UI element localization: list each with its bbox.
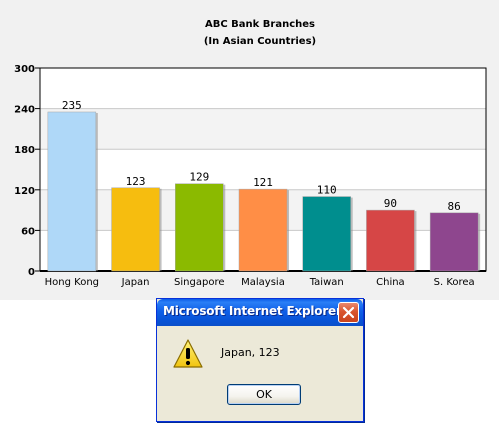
bar-value-label: 110 xyxy=(317,184,337,197)
chart-title: ABC Bank Branches xyxy=(205,19,315,30)
bar-value-label: 129 xyxy=(189,171,209,184)
chart-area: ABC Bank Branches (In Asian Countries) 0… xyxy=(0,0,499,300)
bar-japan[interactable] xyxy=(111,187,160,272)
bar-value-label: 235 xyxy=(62,99,82,112)
bar-value-label: 86 xyxy=(448,200,461,213)
bar-hong-kong[interactable] xyxy=(47,111,97,272)
ok-button[interactable]: OK xyxy=(227,384,301,405)
bar-value-label: 90 xyxy=(384,197,397,210)
x-tick-label: Japan xyxy=(121,277,150,288)
alert-dialog: Microsoft Internet Explorer Japan, 123 O… xyxy=(156,298,364,422)
bar-malaysia[interactable] xyxy=(238,188,288,272)
x-tick-label: Singapore xyxy=(174,277,224,288)
x-tick-label: Hong Kong xyxy=(45,277,99,288)
x-tick-label: China xyxy=(376,277,405,288)
dialog-title: Microsoft Internet Explorer xyxy=(163,304,342,318)
bar-china[interactable] xyxy=(366,209,415,272)
y-tick-label: 180 xyxy=(14,145,35,156)
y-tick-label: 120 xyxy=(14,186,35,197)
bar-singapore[interactable] xyxy=(175,183,224,272)
dialog-body: Japan, 123 OK xyxy=(160,326,360,419)
dialog-titlebar[interactable]: Microsoft Internet Explorer xyxy=(157,299,363,326)
x-tick-label: S. Korea xyxy=(434,277,475,288)
bar-value-label: 121 xyxy=(253,176,273,189)
dialog-message: Japan, 123 xyxy=(221,346,280,359)
close-icon xyxy=(342,306,355,319)
bar-chart: ABC Bank Branches (In Asian Countries) 0… xyxy=(14,19,487,288)
warning-icon xyxy=(173,339,203,368)
y-tick-label: 300 xyxy=(14,64,35,75)
grid-band xyxy=(40,108,486,150)
y-tick-label: 60 xyxy=(21,226,35,237)
x-tick-label: Taiwan xyxy=(309,277,344,288)
y-tick-label: 0 xyxy=(28,267,35,278)
bar-s-korea[interactable] xyxy=(429,212,479,272)
y-tick-label: 240 xyxy=(14,105,35,116)
close-button[interactable] xyxy=(338,302,359,323)
bar-value-label: 123 xyxy=(126,175,146,188)
chart-subtitle: (In Asian Countries) xyxy=(204,36,316,47)
x-tick-label: Malaysia xyxy=(241,277,285,288)
bar-taiwan[interactable] xyxy=(302,196,351,272)
